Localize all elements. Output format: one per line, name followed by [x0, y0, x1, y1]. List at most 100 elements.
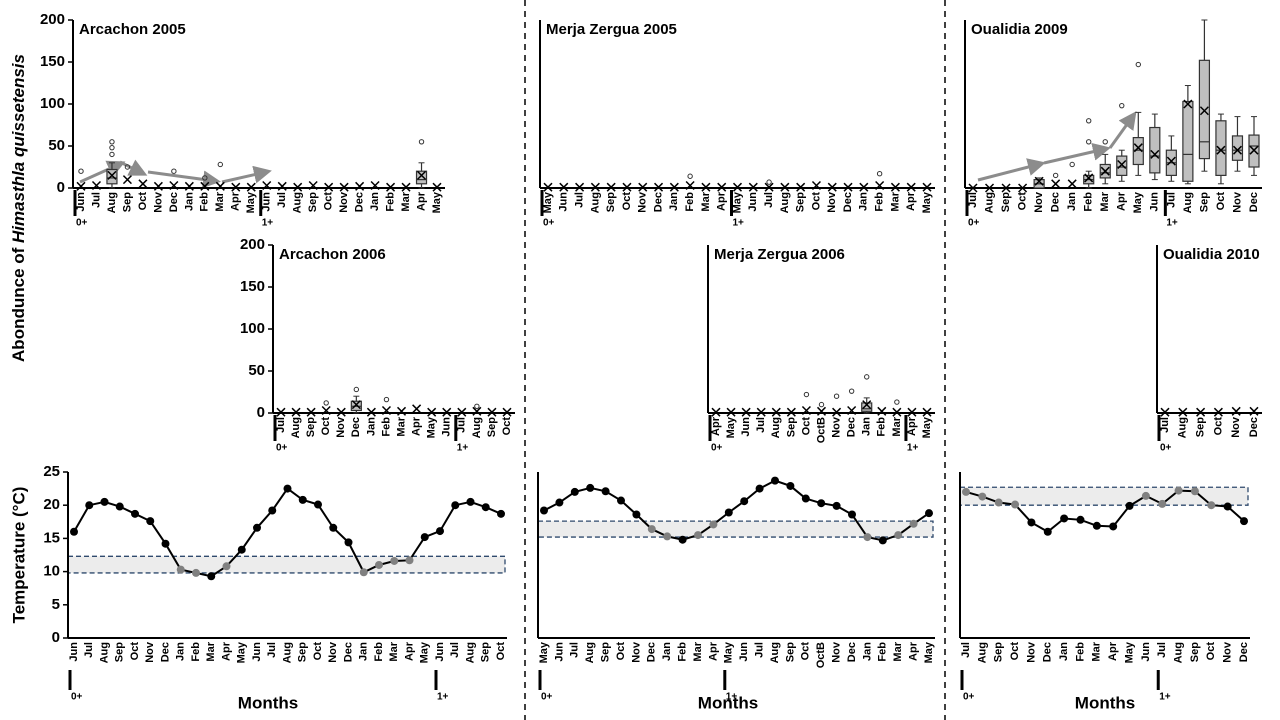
x-tick-label: Jul: [1165, 192, 1177, 208]
outlier: [1052, 172, 1059, 179]
temperature-point: [176, 565, 185, 574]
mean-marker: [381, 405, 391, 416]
outlier: [1069, 161, 1075, 168]
x-tick-label: Nov: [1025, 641, 1037, 663]
mean-marker: [427, 407, 437, 417]
temperature-point: [978, 492, 987, 501]
outlier: [383, 396, 390, 403]
mean-marker: [559, 182, 569, 192]
x-tick-label: Jan: [858, 192, 870, 211]
x-tick-label: May: [431, 191, 443, 213]
outlier: [474, 403, 480, 409]
temperature-point: [1174, 486, 1183, 495]
outlier: [894, 399, 900, 405]
x-tick-label: May: [542, 191, 554, 213]
temperature-point: [663, 532, 672, 541]
mean-marker: [370, 180, 380, 191]
mean-marker: [1249, 145, 1259, 155]
x-tick-label: Jan: [1058, 642, 1070, 661]
x-tick-label: Aug: [1177, 417, 1189, 438]
mean-marker: [796, 182, 806, 192]
mean-marker: [1213, 407, 1223, 417]
mean-marker: [726, 407, 736, 417]
outlier: [1102, 139, 1108, 145]
temperature-point: [131, 509, 139, 518]
x-tick-label: Jul: [1156, 642, 1168, 658]
x-tick-label: Aug: [290, 417, 302, 438]
mean-marker: [1232, 145, 1243, 155]
x-tick-label: Jun: [553, 642, 565, 662]
trend-arrows: [79, 111, 1137, 189]
box: [106, 168, 118, 185]
x-tick-label: Jun: [251, 642, 263, 662]
temperature-point: [601, 487, 610, 496]
x-tick-label: May: [731, 191, 743, 213]
cohort-label: 0+: [711, 443, 723, 454]
panel-title: Oualidia 2010: [1163, 246, 1260, 263]
y-axis-label: Temperature (°C): [9, 487, 28, 624]
mean-marker: [816, 406, 827, 416]
mean-marker: [1084, 173, 1094, 183]
x-tick-label: Sep: [297, 642, 309, 662]
mean-marker: [306, 407, 316, 417]
mean-marker: [401, 182, 411, 192]
mean-marker: [1150, 149, 1160, 159]
y-tick-label: 200: [40, 11, 65, 28]
mean-marker: [1199, 106, 1209, 116]
temperature-point: [146, 517, 155, 526]
x-tick-label: Nov: [1231, 191, 1243, 213]
x-tick-label: May: [725, 416, 737, 438]
x-tick-label: Feb: [199, 192, 211, 212]
cohort-label: 0+: [543, 218, 555, 229]
temperature-point: [894, 531, 903, 540]
mean-marker: [732, 182, 743, 192]
temperature-point: [994, 498, 1003, 507]
x-tick-label: Mar: [692, 641, 704, 661]
mean-marker: [984, 183, 995, 193]
x-tick-label: Aug: [106, 192, 118, 213]
x-tick-label: Jul: [569, 642, 581, 658]
x-tick-label: Feb: [384, 192, 396, 212]
mean-marker: [711, 407, 721, 417]
mean-marker: [862, 400, 872, 410]
mean-marker: [200, 181, 210, 191]
mean-marker: [1249, 406, 1259, 416]
x-tick-label: Feb: [380, 417, 392, 437]
x-tick-label: Jun: [434, 642, 446, 662]
temperature-point: [724, 508, 733, 517]
x-tick-label: Jul: [755, 417, 767, 433]
mean-marker: [890, 182, 900, 192]
y-tick-label: 200: [240, 236, 265, 253]
mean-marker: [801, 405, 811, 416]
x-tick-label: Dec: [1042, 642, 1054, 662]
y-tick-label: 100: [240, 320, 265, 337]
mean-marker: [351, 400, 361, 410]
temperature-point: [709, 520, 718, 529]
cohort-label: 1+: [437, 692, 449, 703]
temperature-point: [1109, 522, 1118, 531]
x-tick-label: Oct: [137, 192, 149, 211]
x-tick-label: Jan: [369, 192, 381, 211]
x-tick-label: Dec: [354, 192, 366, 212]
x-tick-label: Sep: [993, 642, 1005, 662]
outlier: [202, 175, 208, 181]
mean-marker: [262, 180, 272, 191]
x-tick-label: Jun: [738, 642, 750, 662]
temperature-point: [329, 523, 338, 532]
x-tick-label: Sep: [114, 642, 126, 662]
temperature-point: [1158, 499, 1167, 508]
x-tick-label: Dec: [159, 642, 171, 662]
outlier: [864, 374, 870, 380]
box: [1231, 135, 1244, 161]
x-tick-label: Sep: [605, 192, 617, 212]
x-tick-label: May: [419, 641, 431, 663]
mean-marker: [859, 182, 869, 192]
temperature-point: [771, 476, 779, 485]
panel-title: Merja Zergua 2006: [714, 246, 845, 263]
x-tick-label: Nov: [1033, 191, 1045, 213]
x-tick-label: May: [923, 641, 935, 663]
cohort-label: 0+: [76, 218, 88, 229]
cohort-label: 1+: [262, 218, 274, 229]
x-tick-label: Feb: [190, 642, 202, 662]
mean-marker: [487, 407, 497, 417]
